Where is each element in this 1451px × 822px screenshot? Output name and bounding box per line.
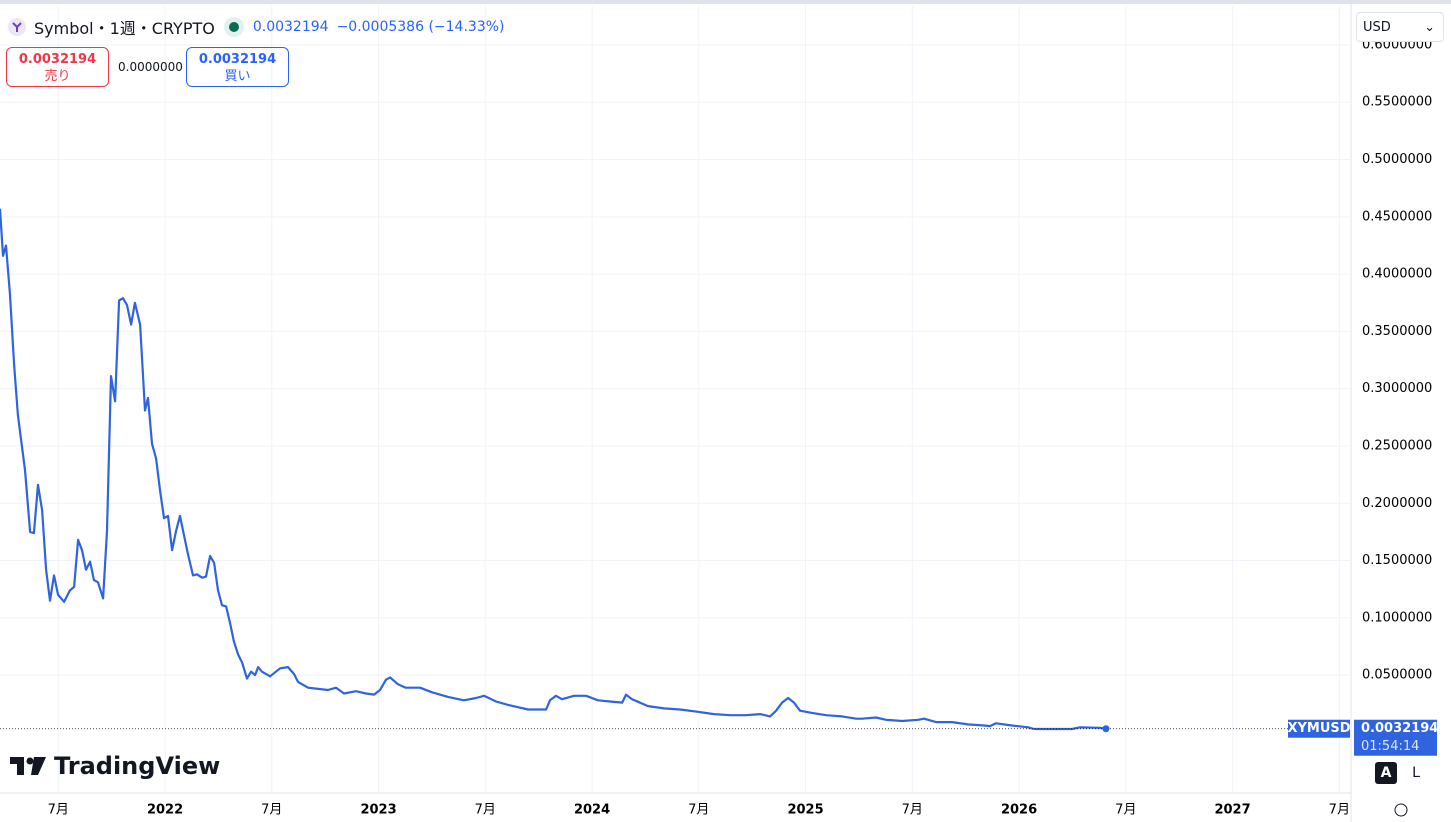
last-price-box bbox=[1354, 719, 1437, 756]
x-tick-label: 7月 bbox=[1329, 803, 1350, 818]
y-tick-label: 0.1000000 bbox=[1362, 610, 1432, 625]
header-change: −0.0005386 (−14.33%) bbox=[336, 19, 505, 35]
x-tick-label: 7月 bbox=[475, 803, 496, 818]
brand: TradingView bbox=[10, 752, 220, 780]
buy-button[interactable]: 0.0032194 買い bbox=[186, 47, 289, 87]
settings-icon[interactable] bbox=[1394, 803, 1408, 817]
y-tick-label: 0.0500000 bbox=[1362, 668, 1432, 683]
sell-label: 売り bbox=[44, 69, 71, 84]
x-tick-label: 7月 bbox=[902, 803, 923, 818]
sell-button[interactable]: 0.0032194 売り bbox=[6, 47, 109, 87]
y-tick-label: 0.4500000 bbox=[1362, 209, 1432, 224]
top-bar bbox=[0, 0, 1451, 4]
x-tick-label: 7月 bbox=[1115, 803, 1136, 818]
currency-select[interactable]: USD ⌄ bbox=[1356, 12, 1444, 42]
y-tick-label: 0.5000000 bbox=[1362, 152, 1432, 167]
series-name: XYMUSD bbox=[1287, 721, 1350, 736]
symbol-logo bbox=[8, 18, 26, 36]
brand-name: TradingView bbox=[54, 752, 221, 780]
log-scale-button[interactable]: L bbox=[1412, 765, 1420, 781]
sell-price: 0.0032194 bbox=[18, 52, 97, 67]
spread: 0.0000000 bbox=[118, 60, 183, 74]
x-tick-label: 2022 bbox=[147, 803, 183, 818]
buy-price: 0.0032194 bbox=[198, 52, 277, 67]
price-line bbox=[0, 208, 1107, 731]
y-tick-label: 0.2000000 bbox=[1362, 496, 1432, 511]
y-tick-label: 0.5500000 bbox=[1362, 95, 1432, 110]
x-tick-label: 7月 bbox=[48, 803, 69, 818]
header: Symbol・1週・CRYPTO 0.0032194 −0.0005386 (−… bbox=[8, 15, 505, 39]
buy-label: 買い bbox=[224, 69, 251, 84]
series-name-box bbox=[1288, 719, 1350, 738]
x-tick-label: 7月 bbox=[261, 803, 282, 818]
currency: USD bbox=[1363, 20, 1391, 35]
x-tick-label: 2023 bbox=[360, 803, 396, 818]
brand-logo bbox=[10, 757, 46, 775]
y-tick-label: 0.3500000 bbox=[1362, 324, 1432, 339]
last-price-label: 0.0032194 bbox=[1361, 721, 1438, 736]
y-tick-label: 0.4000000 bbox=[1362, 267, 1432, 282]
y-tick-label: 0.3000000 bbox=[1362, 381, 1432, 396]
x-tick-label: 2024 bbox=[574, 803, 610, 818]
countdown: 01:54:14 bbox=[1361, 739, 1419, 754]
last-point bbox=[1102, 725, 1110, 733]
x-tick-label: 2026 bbox=[1001, 803, 1037, 818]
x-tick-label: 7月 bbox=[688, 803, 709, 818]
header-price: 0.0032194 bbox=[252, 19, 329, 35]
auto-scale-button[interactable]: A bbox=[1375, 762, 1397, 784]
y-tick-label: 0.1500000 bbox=[1362, 553, 1432, 568]
y-tick-label: 0.2500000 bbox=[1362, 438, 1432, 453]
x-tick-label: 2027 bbox=[1214, 803, 1250, 818]
x-tick-label: 2025 bbox=[787, 803, 823, 818]
status-icon bbox=[223, 17, 244, 37]
symbol[interactable]: Symbol・1週・CRYPTO bbox=[34, 19, 215, 38]
